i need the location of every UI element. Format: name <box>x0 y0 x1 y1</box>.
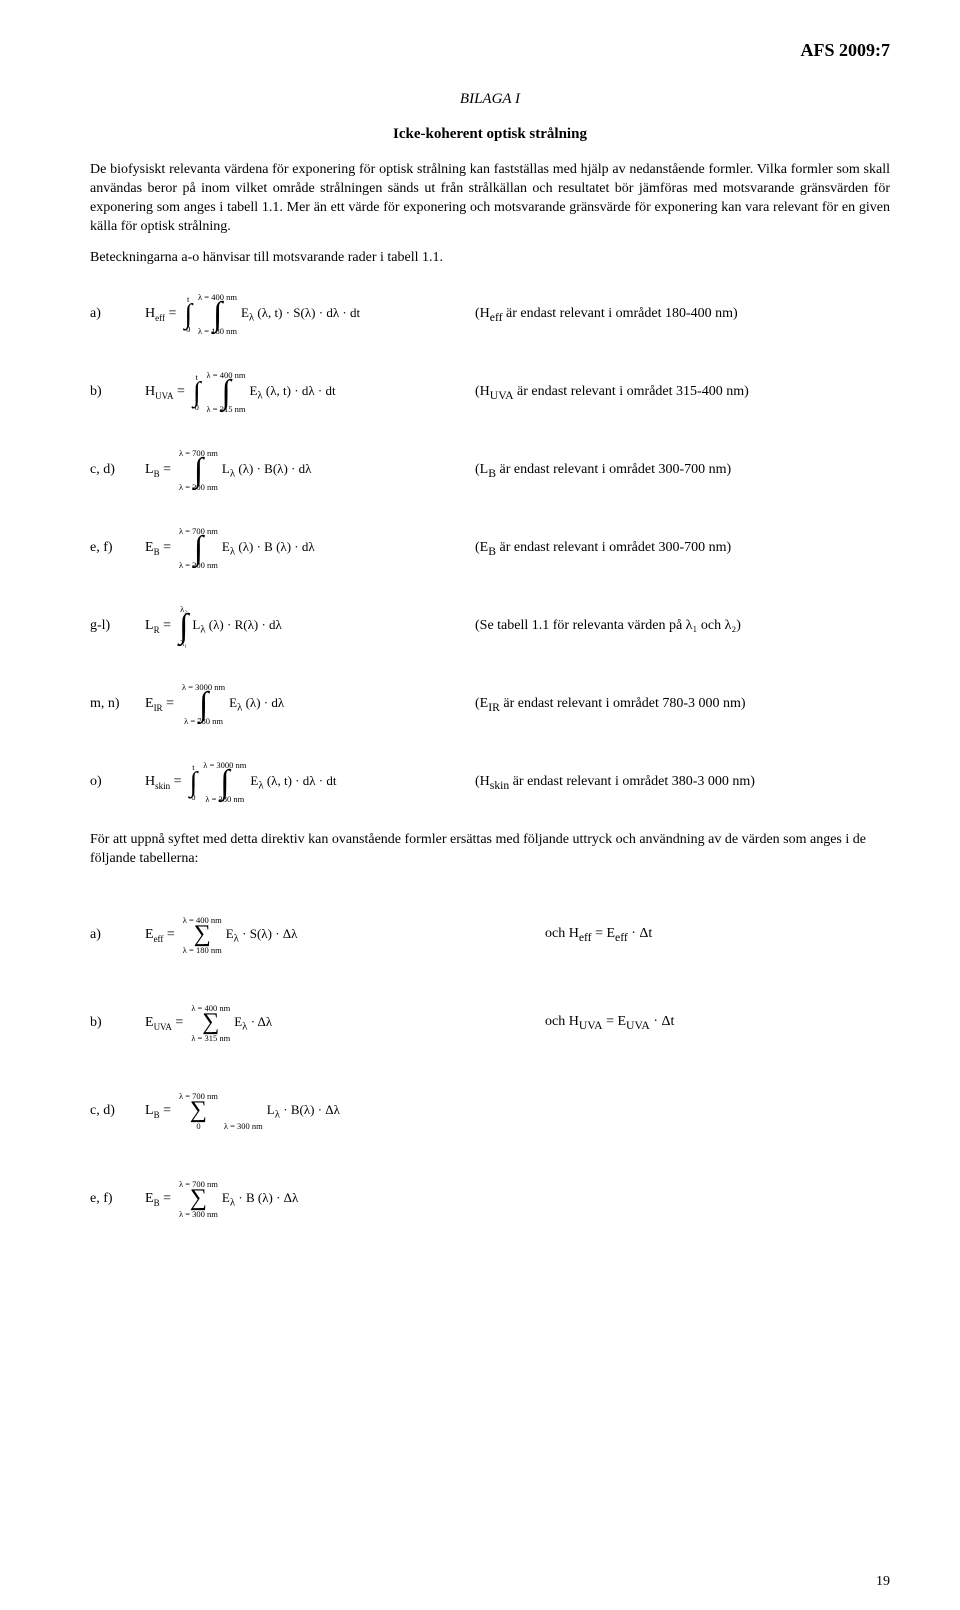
formula-label: m, n) <box>90 696 145 712</box>
sum-row-ef: e, f) EB = λ = 700 nm∑λ = 300 nm Eλ · B … <box>90 1159 890 1239</box>
formula-math: Hskin = t∫0 λ = 3000 nm∫λ = 380 nm Eλ (λ… <box>145 761 475 804</box>
formula-label: a) <box>90 927 145 943</box>
formula-body: Lλ · B(λ) · Δλ <box>267 1102 340 1121</box>
formula-rhs: och HUVA = EUVA · Δt <box>545 1014 890 1032</box>
formula-label: o) <box>90 774 145 790</box>
formula-rhs: och Heff = Eeff · Δt <box>545 926 890 944</box>
sum-row-b: b) EUVA = λ = 400 nm∑λ = 315 nm Eλ · Δλ … <box>90 983 890 1063</box>
intermission-paragraph: För att uppnå syftet med detta direktiv … <box>90 831 890 869</box>
formula-body: Eλ · S(λ) · Δλ <box>226 926 298 945</box>
formula-label: e, f) <box>90 540 145 556</box>
formula-math: EUVA = λ = 400 nm∑λ = 315 nm Eλ · Δλ <box>145 1004 545 1043</box>
formula-math: EB = λ = 700 nm∑λ = 300 nm Eλ · B (λ) · … <box>145 1180 545 1219</box>
formula-label: b) <box>90 1015 145 1031</box>
formula-note: (Hskin är endast relevant i området 380-… <box>475 774 890 792</box>
formula-body: Lλ (λ) · B(λ) · dλ <box>222 461 312 480</box>
formula-math: LB = λ = 700 nm∑0 λ = 300 nm Lλ · B(λ) ·… <box>145 1092 545 1131</box>
formula-math: EIR = λ = 3000 nm∫λ = 780 nm Eλ (λ) · dλ <box>145 683 475 726</box>
sum-row-cd: c, d) LB = λ = 700 nm∑0 λ = 300 nm Lλ · … <box>90 1071 890 1151</box>
formula-note: (Se tabell 1.1 för relevanta värden på λ… <box>475 618 890 634</box>
formula-row-ef: e, f) EB = λ = 700 nm∫λ = 300 nm Eλ (λ) … <box>90 513 890 583</box>
formula-label: c, d) <box>90 1103 145 1119</box>
formula-label: c, d) <box>90 462 145 478</box>
formula-label: a) <box>90 306 145 322</box>
formula-math: HUVA = t∫0 λ = 400 nm∫λ = 315 nm Eλ (λ, … <box>145 371 475 414</box>
formula-body: Eλ (λ) · dλ <box>229 695 284 714</box>
formula-row-a: a) Heff = t∫0 λ = 400 nm∫λ = 180 nm Eλ (… <box>90 279 890 349</box>
formula-row-o: o) Hskin = t∫0 λ = 3000 nm∫λ = 380 nm Eλ… <box>90 747 890 817</box>
intro-paragraph-2: Beteckningarna a-o hänvisar till motsvar… <box>90 249 890 268</box>
formula-body: Eλ (λ, t) · dλ · dt <box>249 383 335 402</box>
formula-label: e, f) <box>90 1191 145 1207</box>
formula-row-gl: g-l) LR = λ₂∫λ₁ Lλ (λ) · R(λ) · dλ (Se t… <box>90 591 890 661</box>
page: AFS 2009:7 BILAGA I Icke-koherent optisk… <box>0 0 960 1277</box>
formula-note: (Heff är endast relevant i området 180-4… <box>475 306 890 324</box>
appendix-label: BILAGA I <box>90 91 890 108</box>
formula-row-b: b) HUVA = t∫0 λ = 400 nm∫λ = 315 nm Eλ (… <box>90 357 890 427</box>
intro-paragraph-1: De biofysiskt relevanta värdena för expo… <box>90 161 890 237</box>
formula-body: Eλ (λ, t) · dλ · dt <box>250 773 336 792</box>
formula-note: (EB är endast relevant i området 300-700… <box>475 540 890 558</box>
formula-label: g-l) <box>90 618 145 634</box>
page-title: Icke-koherent optisk strålning <box>90 126 890 143</box>
formula-body: Lλ (λ) · R(λ) · dλ <box>192 617 282 636</box>
formula-body: Eλ · Δλ <box>234 1014 272 1033</box>
formula-body: Eλ (λ, t) · S(λ) · dλ · dt <box>241 305 360 324</box>
formula-note: (LB är endast relevant i området 300-700… <box>475 462 890 480</box>
formula-row-mn: m, n) EIR = λ = 3000 nm∫λ = 780 nm Eλ (λ… <box>90 669 890 739</box>
formula-math: LB = λ = 700 nm∫λ = 300 nm Lλ (λ) · B(λ)… <box>145 449 475 492</box>
sum-row-a: a) Eeff = λ = 400 nm∑λ = 180 nm Eλ · S(λ… <box>90 895 890 975</box>
formula-math: EB = λ = 700 nm∫λ = 300 nm Eλ (λ) · B (λ… <box>145 527 475 570</box>
page-number: 19 <box>876 1574 890 1590</box>
document-header: AFS 2009:7 <box>90 40 890 61</box>
formula-label: b) <box>90 384 145 400</box>
formula-row-cd: c, d) LB = λ = 700 nm∫λ = 300 nm Lλ (λ) … <box>90 435 890 505</box>
formula-note: (HUVA är endast relevant i området 315-4… <box>475 384 890 402</box>
formula-note: (EIR är endast relevant i området 780-3 … <box>475 696 890 714</box>
formula-math: LR = λ₂∫λ₁ Lλ (λ) · R(λ) · dλ <box>145 605 475 648</box>
formula-body: Eλ (λ) · B (λ) · dλ <box>222 539 315 558</box>
formula-math: Eeff = λ = 400 nm∑λ = 180 nm Eλ · S(λ) ·… <box>145 916 545 955</box>
formula-math: Heff = t∫0 λ = 400 nm∫λ = 180 nm Eλ (λ, … <box>145 293 475 336</box>
formula-body: Eλ · B (λ) · Δλ <box>222 1190 298 1209</box>
